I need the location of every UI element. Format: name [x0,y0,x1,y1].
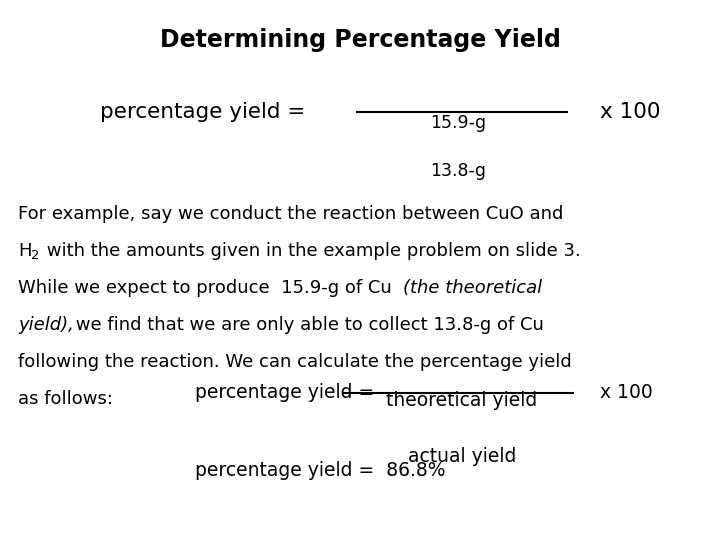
Text: Determining Percentage Yield: Determining Percentage Yield [160,28,560,52]
Text: H: H [18,242,32,260]
Text: percentage yield =: percentage yield = [195,383,380,402]
Text: following the reaction. We can calculate the percentage yield: following the reaction. We can calculate… [18,353,572,371]
Text: 13.8-g: 13.8-g [430,162,486,180]
Text: as follows:: as follows: [18,390,113,408]
Text: x 100: x 100 [600,102,660,122]
Text: x 100: x 100 [600,383,653,402]
Text: 2: 2 [31,249,40,262]
Text: yield),: yield), [18,316,74,334]
Text: percentage yield =: percentage yield = [100,102,312,122]
Text: 15.9-g: 15.9-g [430,114,486,132]
Text: we find that we are only able to collect 13.8-g of Cu: we find that we are only able to collect… [70,316,544,334]
Text: percentage yield =  86.8%: percentage yield = 86.8% [195,461,446,480]
Text: with the amounts given in the example problem on slide 3.: with the amounts given in the example pr… [41,242,581,260]
Text: theoretical yield: theoretical yield [387,390,538,409]
Text: (the theoretical: (the theoretical [403,279,542,297]
Text: While we expect to produce  15.9-g of Cu: While we expect to produce 15.9-g of Cu [18,279,397,297]
Text: actual yield: actual yield [408,447,516,465]
Text: For example, say we conduct the reaction between CuO and: For example, say we conduct the reaction… [18,205,563,223]
